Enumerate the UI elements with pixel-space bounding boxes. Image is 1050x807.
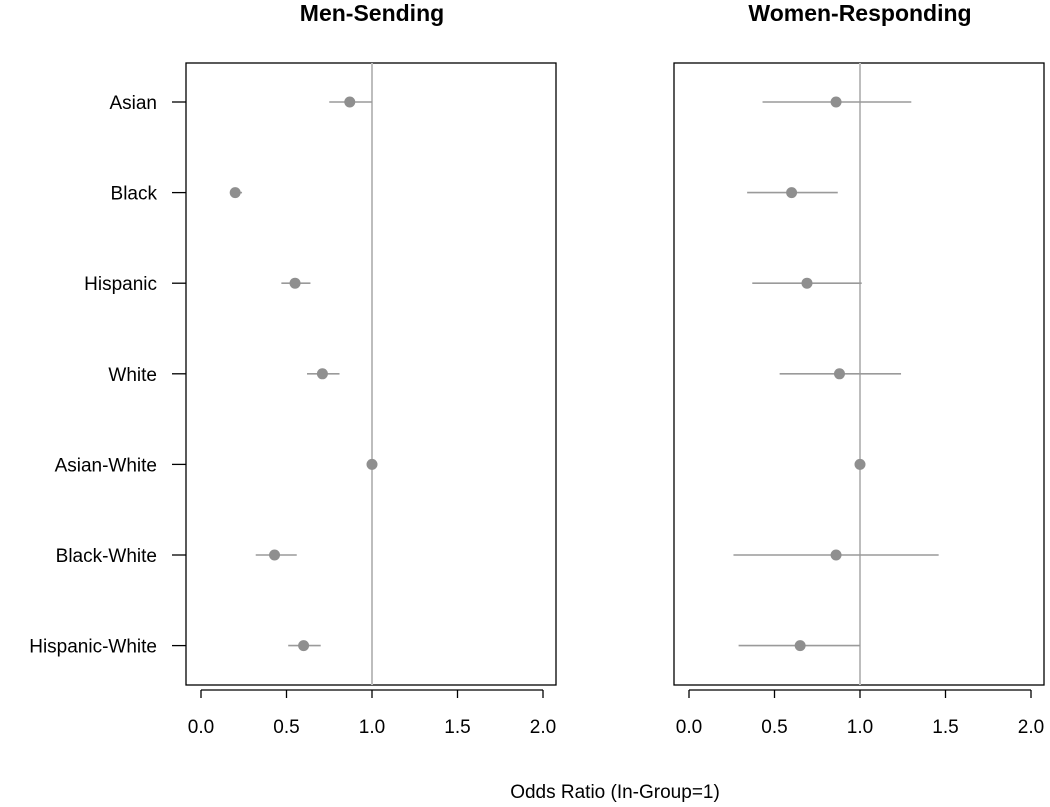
category-label: Hispanic xyxy=(84,274,157,295)
x-tick-label: 1.5 xyxy=(932,717,958,738)
category-axis-men-sending: Asian Black Hispanic White Asian-White Black-… xyxy=(29,93,186,658)
estimate-point xyxy=(298,640,310,652)
category-label: Black-White xyxy=(56,546,157,567)
estimate-point xyxy=(344,96,356,108)
estimate-point xyxy=(854,458,866,470)
estimate-point xyxy=(229,187,241,199)
panel-title-women-responding: Women-Responding xyxy=(748,0,971,26)
x-tick-label: 0.0 xyxy=(676,717,702,738)
estimate-point xyxy=(786,187,798,199)
estimate-point xyxy=(830,96,842,108)
estimate-point xyxy=(269,549,281,561)
x-axis-women-responding: 0.0 0.5 1.0 1.5 2.0 xyxy=(676,689,1044,738)
x-tick-label: 2.0 xyxy=(1018,717,1044,738)
marks-men-sending xyxy=(229,96,378,652)
x-tick-label: 2.0 xyxy=(530,717,556,738)
category-label: Hispanic-White xyxy=(29,637,157,658)
marks-women-responding xyxy=(733,96,939,652)
x-tick-label: 0.5 xyxy=(761,717,787,738)
panel-title-men-sending: Men-Sending xyxy=(300,0,444,26)
estimate-point xyxy=(830,549,842,561)
estimate-point xyxy=(366,458,378,470)
estimate-point xyxy=(833,368,845,380)
category-label: Asian xyxy=(109,93,157,114)
x-tick-label: 1.5 xyxy=(444,717,470,738)
x-tick-label: 1.0 xyxy=(847,717,873,738)
category-label: White xyxy=(108,365,157,386)
panel-men-sending: Men-Sending AsianBlackHispanicWhiteAsian… xyxy=(29,0,557,738)
x-axis-men-sending: 0.0 0.5 1.0 1.5 2.0 xyxy=(188,689,556,738)
x-tick-label: 1.0 xyxy=(359,717,385,738)
x-axis-label: Odds Ratio (In-Group=1) xyxy=(510,782,720,803)
estimate-point xyxy=(801,277,813,289)
category-label: Black xyxy=(111,184,158,205)
x-tick-label: 0.0 xyxy=(188,717,214,738)
panel-women-responding: Women-Responding 0.0 0.5 1.0 1.5 2.0 xyxy=(673,0,1045,738)
estimate-point xyxy=(289,277,301,289)
category-label: Asian-White xyxy=(55,455,157,476)
estimate-point xyxy=(794,640,806,652)
estimate-point xyxy=(316,368,328,380)
x-tick-label: 0.5 xyxy=(273,717,299,738)
